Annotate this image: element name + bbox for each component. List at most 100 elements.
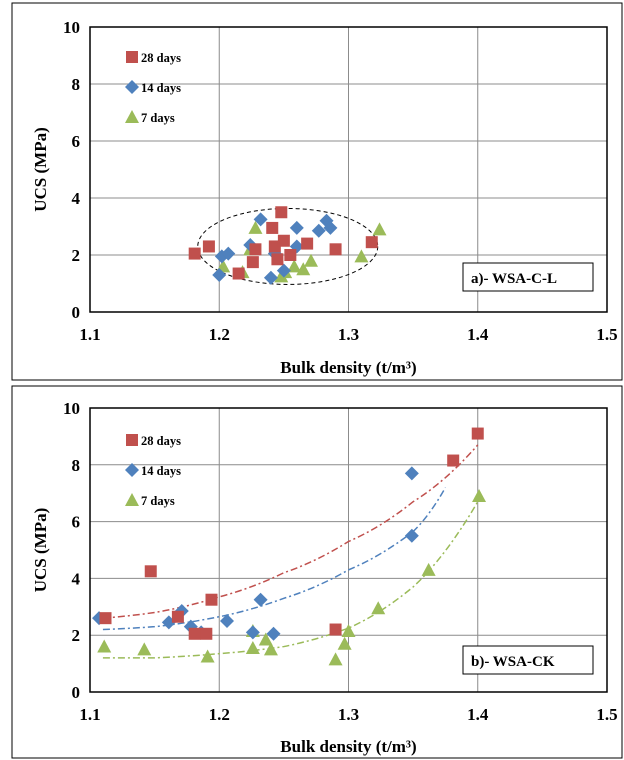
data-point-28-days bbox=[277, 234, 290, 247]
x-tick-label: 1.2 bbox=[209, 705, 230, 724]
data-point-14-days bbox=[311, 223, 326, 238]
y-tick-label: 6 bbox=[72, 132, 81, 151]
panel-a-x-axis-label: Bulk density (t/m³) bbox=[280, 358, 416, 377]
data-point-14-days bbox=[404, 466, 419, 481]
data-point-7-days bbox=[200, 649, 215, 663]
data-point-7-days bbox=[263, 642, 278, 656]
data-point-14-days bbox=[263, 270, 278, 285]
y-tick-label: 2 bbox=[72, 626, 81, 645]
data-point-28-days bbox=[275, 206, 288, 219]
data-point-7-days bbox=[341, 623, 356, 637]
panel-b-x-axis-label: Bulk density (t/m³) bbox=[280, 737, 416, 756]
data-point-28-days bbox=[188, 627, 201, 640]
x-tick-label: 1.4 bbox=[467, 325, 489, 344]
data-point-7-days bbox=[245, 640, 260, 654]
data-point-14-days bbox=[212, 267, 227, 282]
data-point-7-days bbox=[304, 253, 319, 267]
y-tick-label: 8 bbox=[72, 75, 81, 94]
legend-label-14-days: 14 days bbox=[141, 464, 181, 478]
x-tick-label: 1.3 bbox=[338, 325, 359, 344]
y-tick-label: 10 bbox=[63, 399, 80, 418]
data-point-28-days bbox=[205, 593, 218, 606]
x-tick-label: 1.3 bbox=[338, 705, 359, 724]
data-point-14-days bbox=[323, 220, 338, 235]
y-tick-label: 2 bbox=[72, 246, 81, 265]
panel-a-label: a)- WSA-C-L bbox=[471, 271, 557, 287]
data-point-14-days bbox=[253, 212, 268, 227]
data-point-28-days bbox=[365, 236, 378, 249]
trendline-7-days bbox=[102, 501, 479, 659]
data-point-28-days bbox=[301, 237, 314, 250]
y-tick-label: 10 bbox=[63, 18, 80, 37]
panel-a-label-box bbox=[462, 262, 594, 292]
data-point-28-days bbox=[99, 612, 112, 625]
data-point-14-days bbox=[276, 263, 291, 278]
data-point-7-days bbox=[258, 632, 273, 646]
legend-marker-28-days bbox=[126, 51, 138, 63]
data-point-7-days bbox=[97, 639, 112, 653]
data-point-7-days bbox=[337, 636, 352, 650]
panel-b-plot-area bbox=[89, 407, 608, 693]
panel-b-label: b)- WSA-CK bbox=[471, 654, 555, 670]
data-point-28-days bbox=[471, 427, 484, 440]
panel-a-y-axis-label: UCS (MPa) bbox=[31, 127, 50, 212]
panel-a-plot-area bbox=[89, 26, 608, 313]
data-point-28-days bbox=[266, 221, 279, 234]
data-point-28-days bbox=[200, 627, 213, 640]
legend-label-14-days: 14 days bbox=[141, 81, 181, 95]
data-point-14-days bbox=[221, 246, 236, 261]
panel-b-y-ticks: 0 2 4 6 8 10 bbox=[63, 399, 81, 702]
data-point-7-days bbox=[421, 562, 436, 576]
x-tick-label: 1.5 bbox=[596, 325, 617, 344]
panel-a-x-ticks: 1.1 1.2 1.3 1.4 1.5 bbox=[79, 325, 617, 344]
panel-b-legend: 28 days 14 days 7 days bbox=[125, 434, 181, 508]
data-point-28-days bbox=[284, 249, 297, 261]
data-point-28-days bbox=[271, 253, 284, 266]
legend-marker-14-days bbox=[125, 80, 139, 94]
panel-b-frame bbox=[11, 385, 623, 759]
chart-panel-b: 0 2 4 6 8 10 1.1 1.2 1.3 1.4 1.5 28 days 14 days 7 … bbox=[11, 385, 623, 759]
data-point-28-days bbox=[144, 565, 157, 578]
panel-b-markers bbox=[92, 427, 487, 666]
x-tick-label: 1.1 bbox=[79, 705, 100, 724]
data-point-7-days bbox=[328, 652, 343, 666]
y-tick-label: 0 bbox=[72, 303, 81, 322]
data-point-7-days bbox=[296, 262, 311, 276]
data-point-14-days bbox=[289, 220, 304, 235]
y-tick-label: 8 bbox=[72, 456, 81, 475]
x-tick-label: 1.5 bbox=[596, 705, 617, 724]
legend-label-28-days: 28 days bbox=[141, 434, 181, 448]
data-point-14-days bbox=[266, 626, 281, 641]
data-point-14-days bbox=[404, 528, 419, 543]
legend-marker-7-days bbox=[125, 110, 139, 123]
data-point-28-days bbox=[202, 240, 215, 253]
data-point-28-days bbox=[188, 247, 201, 260]
data-point-28-days bbox=[268, 240, 281, 253]
data-point-28-days bbox=[246, 256, 259, 269]
data-point-7-days bbox=[137, 642, 152, 656]
data-point-28-days bbox=[171, 610, 184, 623]
legend-marker-28-days bbox=[126, 434, 138, 446]
y-tick-label: 4 bbox=[72, 569, 81, 588]
panel-b-y-axis-label: UCS (MPa) bbox=[31, 508, 50, 593]
legend-label-7-days: 7 days bbox=[141, 494, 175, 508]
data-point-7-days bbox=[287, 259, 302, 273]
y-tick-label: 6 bbox=[72, 513, 81, 532]
legend-label-7-days: 7 days bbox=[141, 111, 175, 125]
data-point-14-days bbox=[220, 614, 235, 628]
panel-b-x-ticks: 1.1 1.2 1.3 1.4 1.5 bbox=[79, 705, 617, 724]
data-point-14-days bbox=[245, 625, 260, 640]
data-point-28-days bbox=[249, 243, 262, 256]
data-point-28-days bbox=[329, 243, 342, 256]
y-tick-label: 4 bbox=[72, 189, 81, 208]
panel-a-frame bbox=[11, 2, 623, 381]
data-point-7-days bbox=[472, 489, 487, 503]
panel-a-y-ticks: 0 2 4 6 8 10 bbox=[63, 18, 81, 322]
data-point-7-days bbox=[248, 220, 263, 234]
panel-a-legend: 28 days 14 days 7 days bbox=[125, 51, 181, 125]
data-point-28-days bbox=[232, 267, 245, 280]
legend-label-28-days: 28 days bbox=[141, 51, 181, 65]
data-point-28-days bbox=[447, 454, 460, 467]
x-tick-label: 1.4 bbox=[467, 705, 489, 724]
